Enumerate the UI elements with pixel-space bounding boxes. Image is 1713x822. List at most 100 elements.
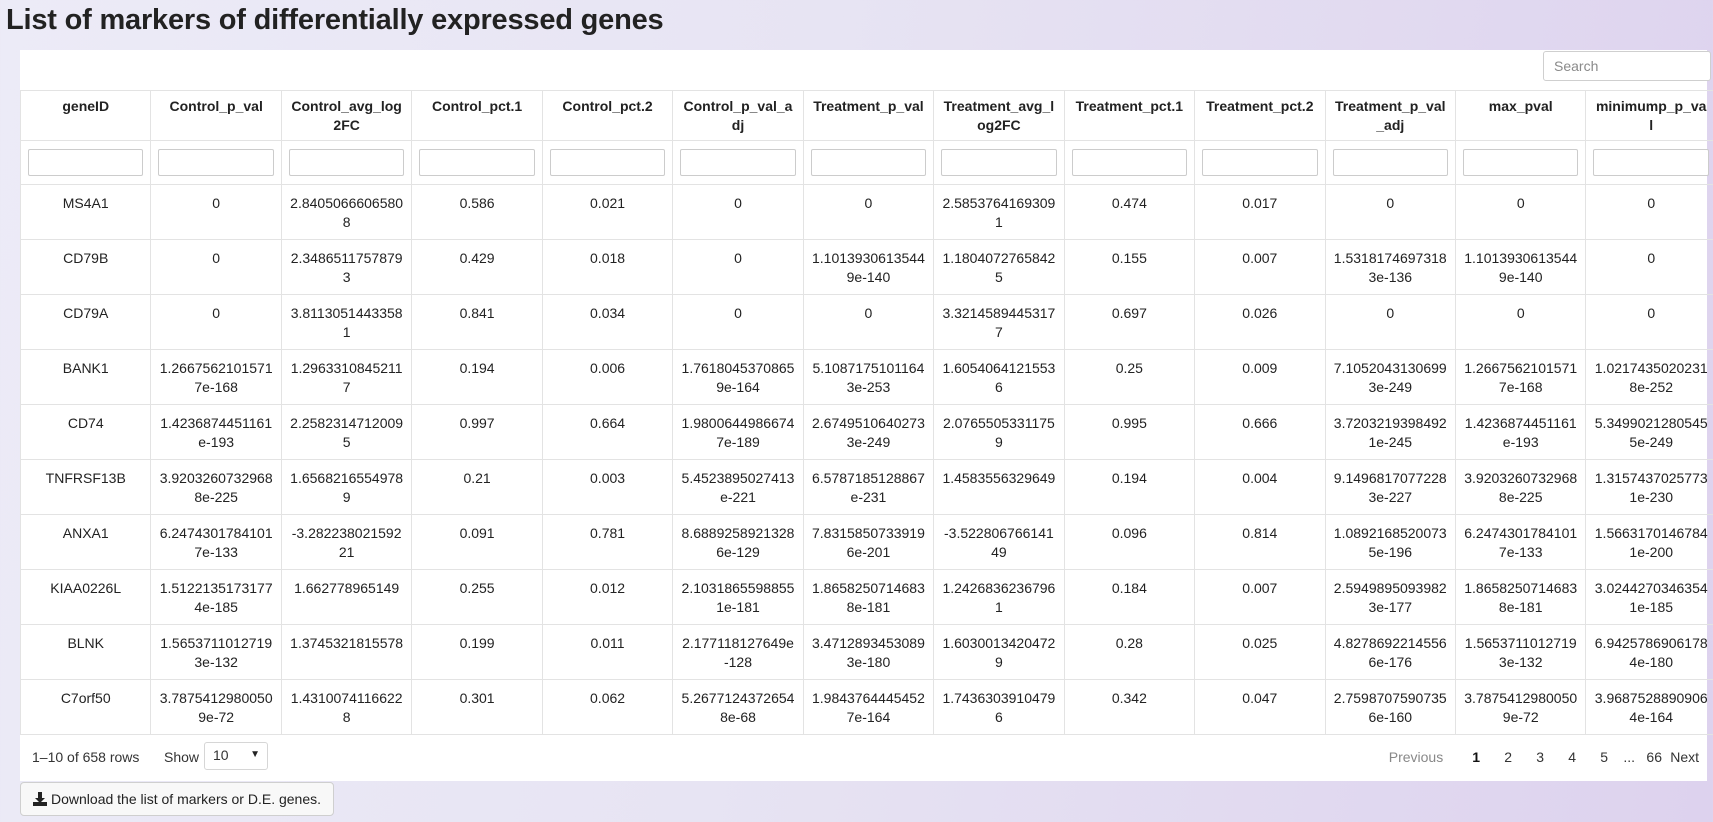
page-button-3[interactable]: 3 — [1536, 749, 1545, 765]
filter-cell — [150, 140, 282, 185]
filter-cell — [280, 140, 413, 185]
table-cell: 2.58537641693091 — [933, 184, 1065, 240]
table-cell: 0 — [802, 294, 935, 350]
table-cell: 5.26771243726548e-68 — [672, 679, 804, 735]
table-cell: 0 — [672, 239, 804, 295]
table-row[interactable]: C7orf50 3.78754129800509e-72 1.43100741166… — [19, 679, 1713, 735]
page-title: List of markers of differentially expres… — [6, 4, 664, 36]
table-cell: 0.004 — [1194, 459, 1326, 515]
table-cell: MS4A1 — [19, 184, 152, 240]
table-cell: 0 — [1585, 239, 1713, 295]
filter-cell — [19, 140, 152, 185]
page-button-last[interactable]: 66 — [1646, 749, 1662, 765]
column-header[interactable]: Control_p_val_adj — [672, 90, 804, 141]
table-cell: 1.43100741166228 — [280, 679, 413, 735]
column-header[interactable]: Treatment_p_val — [802, 90, 935, 141]
table-row[interactable]: BLNK 1.56537110127193e-132 1.3745321815578… — [19, 624, 1713, 680]
previous-page-button[interactable]: Previous — [1388, 749, 1444, 765]
table-cell: 0.194 — [1063, 459, 1196, 515]
column-header[interactable]: Treatment_p_val_adj — [1324, 90, 1456, 141]
column-filter-input[interactable] — [1202, 149, 1318, 176]
table-cell: 1.26675621015717e-168 — [150, 349, 282, 405]
page-button-4[interactable]: 4 — [1568, 749, 1577, 765]
column-header[interactable]: Control_pct.1 — [411, 90, 543, 141]
column-filter-input[interactable] — [419, 149, 535, 176]
column-filter-input[interactable] — [28, 149, 144, 176]
column-header[interactable]: minimump_p_val — [1585, 90, 1713, 141]
table-row[interactable]: TNFRSF13B 3.92032607329688e-225 1.65682165… — [19, 459, 1713, 515]
next-page-button[interactable]: Next — [1670, 749, 1699, 765]
filter-cell — [1194, 140, 1326, 185]
table-cell: 3.81130514433581 — [280, 294, 413, 350]
table-cell: 0.429 — [411, 239, 543, 295]
table-cell: 0.009 — [1194, 349, 1326, 405]
table-row[interactable]: MS4A1 0 2.84050666065808 0.586 0.021 0 0 2.5853… — [19, 184, 1713, 240]
table-cell: 2.177118127649e-128 — [672, 624, 804, 680]
table-cell: 1.56537110127193e-132 — [1454, 624, 1587, 680]
column-filter-input[interactable] — [1462, 149, 1579, 176]
table-cell: 0 — [1324, 294, 1456, 350]
table-cell: 0.021 — [541, 184, 674, 240]
column-header[interactable]: Treatment_pct.1 — [1063, 90, 1196, 141]
table-row[interactable]: BANK1 1.26675621015717e-168 1.296331084521… — [19, 349, 1713, 405]
download-markers-button[interactable]: Download the list of markers or D.E. gen… — [20, 782, 335, 816]
page-button-2[interactable]: 2 — [1504, 749, 1513, 765]
column-header[interactable]: Treatment_pct.2 — [1194, 90, 1326, 141]
column-header[interactable]: geneID — [19, 90, 152, 141]
filter-cell — [802, 140, 935, 185]
column-header[interactable]: Control_pct.2 — [541, 90, 674, 141]
table-panel: geneIDControl_p_valControl_avg_log2FCCon… — [19, 50, 1713, 781]
column-filter-input[interactable] — [288, 149, 405, 176]
table-cell: 3.92032607329688e-225 — [1454, 459, 1587, 515]
table-cell: 0.995 — [1063, 404, 1196, 460]
column-filter-input[interactable] — [1593, 149, 1709, 176]
table-row[interactable]: CD79A 0 3.81130514433581 0.841 0.034 0 0 3.3214… — [19, 294, 1713, 350]
table-cell: 5.10871751011643e-253 — [802, 349, 935, 405]
table-cell: CD79B — [19, 239, 152, 295]
filter-cell — [672, 140, 804, 185]
page-length-select[interactable]: 10 ▼ — [204, 742, 268, 770]
table-cell: BLNK — [19, 624, 152, 680]
column-header[interactable]: Control_avg_log2FC — [280, 90, 413, 141]
table-cell: 0.841 — [411, 294, 543, 350]
table-cell: 3.78754129800509e-72 — [1454, 679, 1587, 735]
filter-cell — [1324, 140, 1456, 185]
table-cell: 0.012 — [541, 569, 674, 625]
table-row[interactable]: CD74 1.4236874451161e-193 2.25823147120095… — [19, 404, 1713, 460]
column-filter-input[interactable] — [549, 149, 666, 176]
table-cell: 0.047 — [1194, 679, 1326, 735]
show-label: Show — [164, 749, 200, 765]
column-filter-input[interactable] — [810, 149, 927, 176]
table-cell: 0.342 — [1063, 679, 1196, 735]
column-filter-input[interactable] — [1071, 149, 1188, 176]
table-row[interactable]: KIAA0226L 1.51221351731774e-185 1.66277896… — [19, 569, 1713, 625]
table-cell: 0.255 — [411, 569, 543, 625]
table-cell: 1.65682165549789 — [280, 459, 413, 515]
search-input[interactable] — [1543, 51, 1711, 81]
table-cell: ANXA1 — [19, 514, 152, 570]
filter-cell — [1063, 140, 1196, 185]
table-cell: 0.011 — [541, 624, 674, 680]
table-cell: 0.21 — [411, 459, 543, 515]
column-filter-input[interactable] — [680, 149, 796, 176]
page-button-5[interactable]: 5 — [1600, 749, 1609, 765]
table-cell: BANK1 — [19, 349, 152, 405]
column-header[interactable]: Treatment_avg_log2FC — [933, 90, 1065, 141]
column-header[interactable]: Control_p_val — [150, 90, 282, 141]
table-cell: 1.51221351731774e-185 — [150, 569, 282, 625]
table-cell: 6.24743017841017e-133 — [1454, 514, 1587, 570]
table-body: MS4A1 0 2.84050666065808 0.586 0.021 0 0 2.5853… — [19, 184, 1713, 735]
table-cell: 0.006 — [541, 349, 674, 405]
table-cell: 3.72032193984921e-245 — [1324, 404, 1456, 460]
column-filter-input[interactable] — [158, 149, 274, 176]
table-cell: 0.474 — [1063, 184, 1196, 240]
column-filter-input[interactable] — [941, 149, 1057, 176]
table-cell: 0.017 — [1194, 184, 1326, 240]
column-filter-input[interactable] — [1332, 149, 1448, 176]
table-cell: 0.664 — [541, 404, 674, 460]
page-button-1[interactable]: 1 — [1472, 749, 1481, 765]
table-cell: 1.02174350202318e-252 — [1585, 349, 1713, 405]
table-row[interactable]: CD79B 0 2.34865117578793 0.429 0.018 0 1.10139… — [19, 239, 1713, 295]
table-row[interactable]: ANXA1 6.24743017841017e-133 -3.28223802159… — [19, 514, 1713, 570]
column-header[interactable]: max_pval — [1454, 90, 1587, 141]
